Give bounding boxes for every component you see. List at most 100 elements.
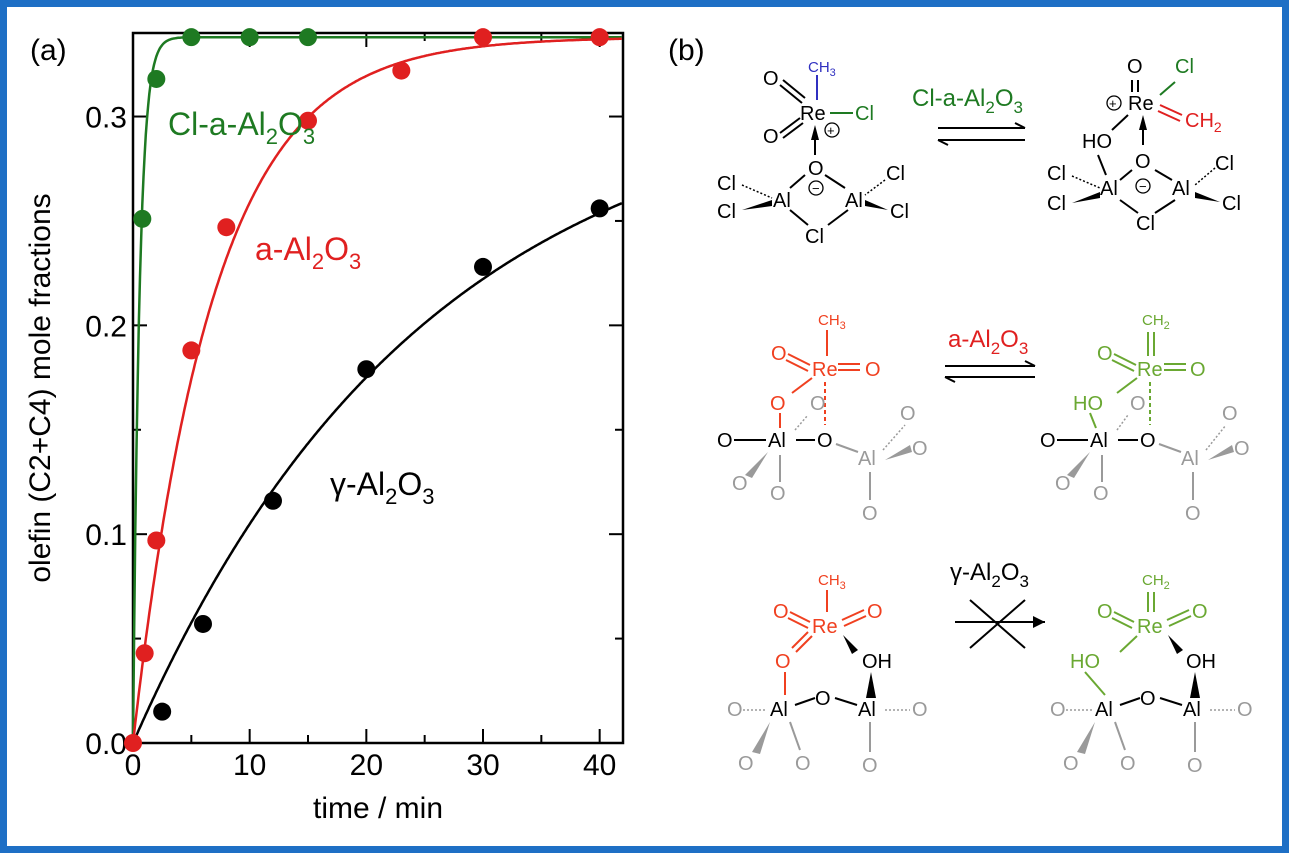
row2-left-re: Re bbox=[812, 359, 838, 381]
row2-right-oxo2: O bbox=[1190, 359, 1206, 381]
row3-left-o-mid: O bbox=[815, 688, 831, 710]
row1-arrow-label: Cl-a-Al2O3 bbox=[912, 85, 1023, 117]
row1-right-bridge-o: O bbox=[1135, 151, 1151, 173]
row2-arrow-label: a-Al2O3 bbox=[948, 326, 1028, 358]
row1-left-cl-green: Cl bbox=[855, 103, 874, 125]
fit-line bbox=[131, 202, 623, 744]
data-point bbox=[124, 734, 142, 752]
row2-right-al2: Al bbox=[1181, 448, 1199, 470]
y-tick-label: 0.0 bbox=[85, 728, 127, 761]
row3-left-o-bridge: O bbox=[775, 651, 791, 673]
row3-right-o-l: O bbox=[1050, 699, 1066, 721]
data-point bbox=[474, 257, 492, 276]
row1-right-structure: O Re + Cl CH2 HO O − Al Al Cl bbox=[1047, 56, 1241, 235]
panel-a-chart: (a) 0 10 20 30 40 0.0 0.1 0.2 0.3 time / min ole… bbox=[24, 28, 625, 825]
row1-right-cl1: Cl bbox=[1047, 163, 1066, 185]
row3-left-o-bl: O bbox=[738, 753, 754, 775]
data-point bbox=[264, 491, 282, 510]
row2-right-o-bl: O bbox=[1055, 473, 1071, 495]
row3-right-o-bl: O bbox=[1063, 753, 1079, 775]
row1-left-minus: − bbox=[812, 181, 820, 196]
row2-left-oxo1: O bbox=[771, 343, 787, 365]
row1-right-al2: Al bbox=[1172, 178, 1190, 200]
row3-left-o-r: O bbox=[912, 699, 928, 721]
row2-right-o-br: O bbox=[1185, 503, 1201, 525]
row1-right-minus: − bbox=[1139, 179, 1147, 194]
row2-right-al1: Al bbox=[1090, 430, 1108, 452]
data-point bbox=[590, 199, 609, 218]
row3-right-ho: HO bbox=[1070, 651, 1100, 673]
y-tick-label: 0.3 bbox=[85, 102, 127, 135]
row3-left-o-br: O bbox=[862, 755, 878, 777]
x-tick-label: 20 bbox=[350, 749, 383, 782]
row1-right-oxo: O bbox=[1127, 56, 1143, 78]
data-points bbox=[124, 28, 609, 752]
data-point bbox=[153, 702, 172, 721]
row3-right-al2: Al bbox=[1183, 699, 1201, 721]
row2-right-re: Re bbox=[1137, 359, 1163, 381]
row3-left-oxo2: O bbox=[867, 601, 883, 623]
row2-left-o-r: O bbox=[912, 438, 928, 460]
row3-left-o-l: O bbox=[727, 699, 743, 721]
row2-right-o-r: O bbox=[1234, 438, 1250, 460]
row1-left-al1: Al bbox=[773, 190, 791, 212]
x-tick-label: 30 bbox=[466, 749, 499, 782]
row2-right-o-left: O bbox=[1040, 430, 1056, 452]
data-point bbox=[147, 531, 166, 550]
row1-left-cl2: Cl bbox=[717, 201, 736, 223]
row3-right-o-r: O bbox=[1237, 699, 1253, 721]
row2-left-methyl: CH3 bbox=[818, 312, 846, 332]
row3-left-oh: OH bbox=[862, 651, 892, 673]
x-tick-label: 10 bbox=[233, 749, 266, 782]
row1-left-plus: + bbox=[827, 123, 835, 138]
row3-left-structure: CH3 Re O O O OH Al Al O O O O bbox=[727, 572, 928, 777]
row2-left-al1: Al bbox=[768, 430, 786, 452]
fit-curves bbox=[131, 35, 623, 744]
row3-left-oxo1: O bbox=[773, 601, 789, 623]
plot-area-frame bbox=[131, 31, 625, 745]
data-point bbox=[299, 111, 317, 130]
x-tick-label: 0 bbox=[125, 749, 142, 782]
row3-right-oh: OH bbox=[1186, 651, 1216, 673]
row2-right-oxo1: O bbox=[1097, 343, 1113, 365]
row1-right-cl4: Cl bbox=[1222, 193, 1241, 215]
row3-blocked-arrow: γ-Al2O3 bbox=[950, 559, 1045, 649]
axis-tick-labels: 0 10 20 30 40 0.0 0.1 0.2 0.3 bbox=[85, 102, 616, 782]
data-point bbox=[357, 360, 376, 379]
row2-left-oxo2: O bbox=[865, 359, 881, 381]
row3-right-o-mid: O bbox=[1140, 688, 1156, 710]
row3-left-al1: Al bbox=[770, 699, 788, 721]
row2-left-bridge-o: O bbox=[770, 393, 786, 415]
row1-left-structure: CH3 Re O O Cl + O − Al Al Cl Cl Cl bbox=[717, 59, 909, 248]
row2-left-o-b: O bbox=[770, 483, 786, 505]
row1-right-re: Re bbox=[1128, 93, 1154, 115]
row1-right-ho: HO bbox=[1082, 131, 1112, 153]
series-label-gamma-al2o3: γ-Al2O3 bbox=[330, 466, 435, 509]
data-point bbox=[147, 69, 166, 88]
row3-right-o-br: O bbox=[1187, 755, 1203, 777]
row3-left-methyl: CH3 bbox=[818, 572, 846, 592]
panel-b-label: (b) bbox=[668, 34, 705, 67]
data-point bbox=[135, 644, 154, 663]
data-point bbox=[299, 28, 317, 47]
y-tick-label: 0.2 bbox=[85, 310, 127, 343]
data-point bbox=[182, 341, 201, 360]
data-point bbox=[590, 28, 609, 47]
x-axis-title: time / min bbox=[313, 792, 443, 825]
row3-right-oxo1: O bbox=[1097, 601, 1113, 623]
row2-right-ho: HO bbox=[1073, 393, 1103, 415]
data-point bbox=[474, 28, 492, 47]
fit-line bbox=[131, 35, 622, 744]
row1-right-plus: + bbox=[1109, 96, 1117, 111]
row3-right-oxo2: O bbox=[1192, 601, 1208, 623]
fit-line bbox=[131, 37, 622, 744]
row3-left-al2: Al bbox=[858, 699, 876, 721]
row1-left-al2: Al bbox=[845, 190, 863, 212]
row1-equilibrium-arrow: Cl-a-Al2O3 bbox=[912, 85, 1026, 146]
row1-left-cl3: Cl bbox=[886, 163, 905, 185]
row1-left-cl1: Cl bbox=[717, 173, 736, 195]
row2-left-o-mid: O bbox=[817, 430, 833, 452]
row1-right-cl-bottom: Cl bbox=[1136, 213, 1155, 235]
row2-equilibrium-arrow: a-Al2O3 bbox=[944, 326, 1036, 383]
row3-arrow-label: γ-Al2O3 bbox=[950, 559, 1029, 591]
